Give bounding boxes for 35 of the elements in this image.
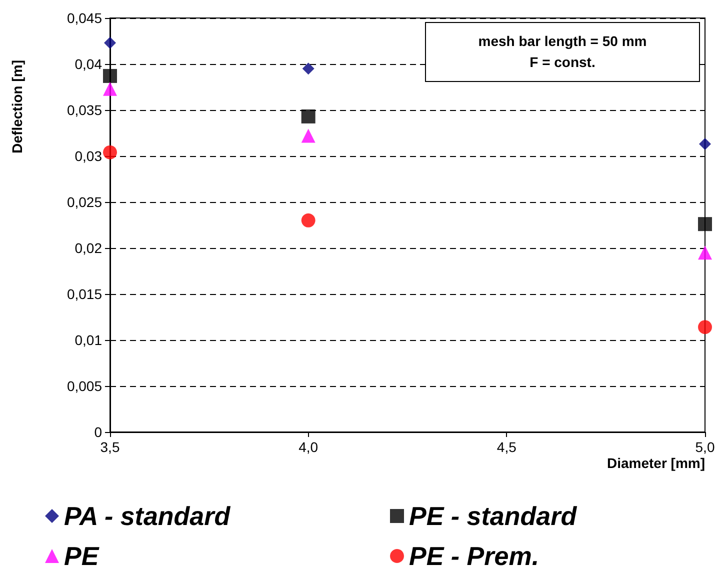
point xyxy=(104,36,116,49)
y-tick-label: 0,015 xyxy=(66,286,102,302)
point xyxy=(103,82,117,96)
y-axis-title: Deflection [m] xyxy=(9,60,25,154)
y-tick-label: 0,005 xyxy=(66,378,102,394)
y-tick-label: 0,045 xyxy=(66,10,102,26)
point xyxy=(698,217,712,232)
point xyxy=(302,62,314,75)
x-tick-label: 3,5 xyxy=(100,439,120,455)
x-tick-label: 4,0 xyxy=(298,439,318,455)
y-tick-label: 0,035 xyxy=(66,102,102,118)
point xyxy=(698,246,712,260)
annotation: F = const. xyxy=(528,53,596,72)
point xyxy=(103,68,117,83)
y-tick-label: 0,03 xyxy=(74,148,102,164)
y-tick-label: 0,025 xyxy=(66,194,102,210)
y-tick-label: 0 xyxy=(94,424,102,440)
legend-label: PE - Prem. xyxy=(409,541,540,571)
note-box: mesh bar length = 50 mm F = const. xyxy=(425,22,700,82)
legend-label: PA - standard xyxy=(64,501,232,531)
x-axis-title: Diameter [mm] xyxy=(606,455,706,471)
point xyxy=(698,320,712,334)
point xyxy=(103,145,117,160)
point xyxy=(699,138,711,150)
point xyxy=(301,109,316,124)
y-tick-label: 0,04 xyxy=(74,56,102,72)
y-tick-label: 0,02 xyxy=(74,240,102,256)
x-tick-label: 5,0 xyxy=(695,439,715,455)
annotation: mesh bar length = 50 mm xyxy=(477,32,648,51)
point xyxy=(301,213,316,228)
point xyxy=(301,128,316,143)
legend-label: PE xyxy=(64,541,100,571)
x-tick-label: 4,5 xyxy=(496,439,517,455)
y-tick-label: 0,01 xyxy=(74,332,102,348)
legend-label: PE - standard xyxy=(409,501,578,531)
